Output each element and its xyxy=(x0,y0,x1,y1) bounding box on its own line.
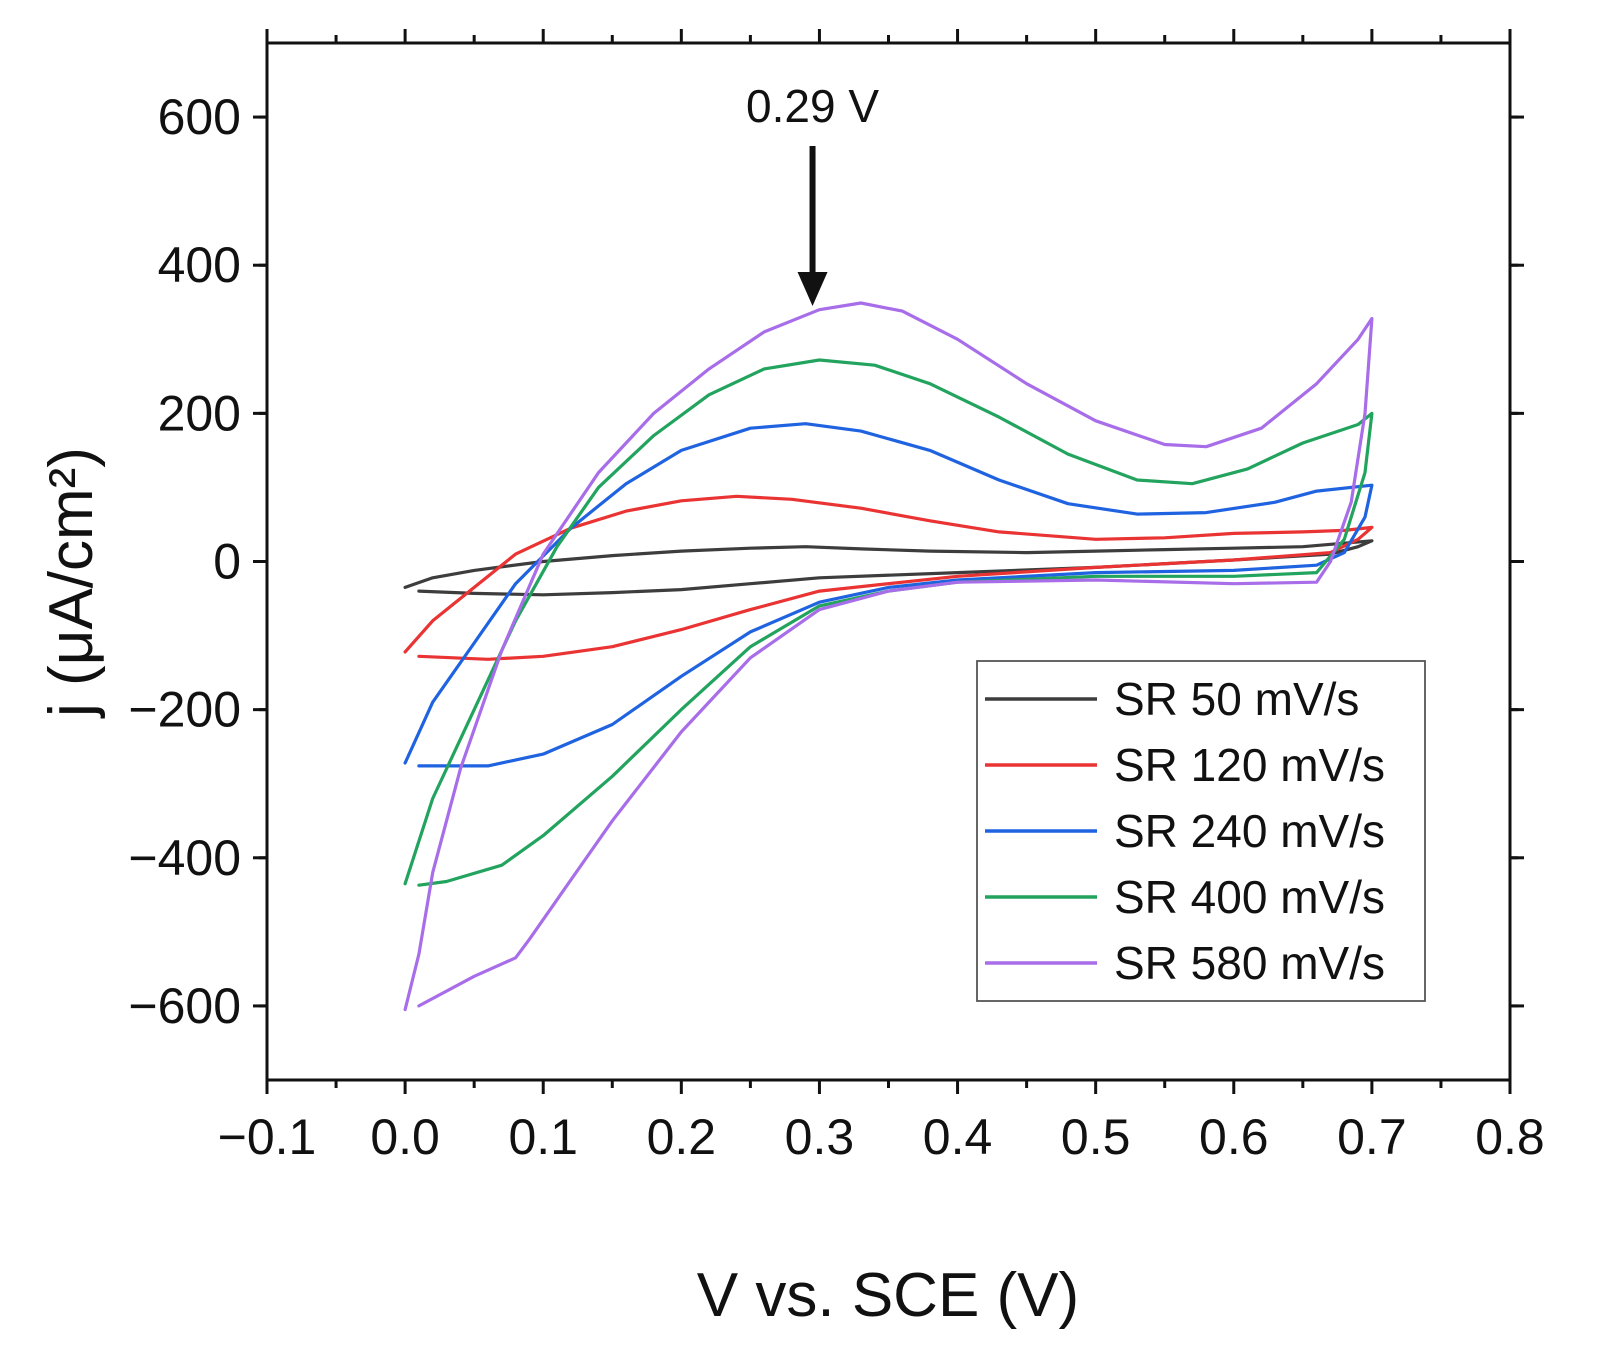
peak-annotation-label: 0.29 V xyxy=(746,80,879,132)
y-tick-label: 600 xyxy=(158,89,241,145)
x-tick-label: 0.3 xyxy=(785,1109,855,1165)
legend-label: SR 580 mV/s xyxy=(1114,937,1385,989)
x-tick-label: 0.5 xyxy=(1061,1109,1131,1165)
series-line-3 xyxy=(403,422,1374,768)
plot-frame xyxy=(265,41,1512,1082)
x-tick-label: −0.1 xyxy=(218,1109,317,1165)
x-axis-title: V vs. SCE (V) xyxy=(697,1261,1079,1330)
tick-labels-layer: −0.1 0.0 0.1 0.2 0.3 0.4 0.5 0.6 0.7 0.8 600 400 200… xyxy=(128,89,1544,1165)
annotation-layer: 0.29 V xyxy=(746,80,879,306)
series-line-5 xyxy=(403,301,1374,1012)
legend-label: SR 400 mV/s xyxy=(1114,871,1385,923)
y-tick-label: 400 xyxy=(158,237,241,293)
x-tick-label: 0.0 xyxy=(370,1109,440,1165)
series-layer xyxy=(403,301,1374,1012)
legend: SR 50 mV/s SR 120 mV/s SR 240 mV/s SR 400 m… xyxy=(976,660,1426,1002)
legend-label: SR 50 mV/s xyxy=(1114,673,1359,725)
series-line-1 xyxy=(403,539,1374,597)
x-tick-label: 0.2 xyxy=(647,1109,717,1165)
y-tick-label: −200 xyxy=(128,682,241,738)
x-tick-label: 0.7 xyxy=(1337,1109,1407,1165)
legend-label: SR 240 mV/s xyxy=(1114,805,1385,857)
peak-annotation-arrow-head xyxy=(797,271,828,306)
y-tick-label: −400 xyxy=(128,830,241,886)
x-tick-label: 0.6 xyxy=(1199,1109,1269,1165)
y-tick-label: 0 xyxy=(213,534,241,590)
x-tick-label: 0.1 xyxy=(508,1109,578,1165)
series-line-2 xyxy=(403,494,1374,661)
y-axis-title: j (μA/cm²) xyxy=(37,447,106,719)
y-tick-label: 200 xyxy=(158,385,241,441)
x-tick-label: 0.8 xyxy=(1475,1109,1545,1165)
x-tick-label: 0.4 xyxy=(923,1109,993,1165)
y-tick-label: −600 xyxy=(128,978,241,1034)
legend-label: SR 120 mV/s xyxy=(1114,739,1385,791)
series-line-4 xyxy=(403,358,1374,887)
